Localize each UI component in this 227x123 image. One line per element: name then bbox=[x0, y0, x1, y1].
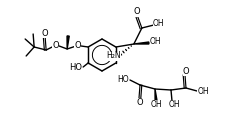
Polygon shape bbox=[133, 42, 148, 44]
Text: O: O bbox=[133, 8, 140, 16]
Text: OH: OH bbox=[150, 100, 161, 109]
Text: O: O bbox=[136, 99, 143, 108]
Text: H₂N: H₂N bbox=[106, 52, 121, 61]
Text: O: O bbox=[52, 41, 59, 50]
Text: HO: HO bbox=[117, 75, 128, 84]
Text: O: O bbox=[182, 67, 188, 76]
Text: O: O bbox=[42, 29, 48, 38]
Text: OH: OH bbox=[196, 87, 208, 97]
Polygon shape bbox=[67, 36, 69, 49]
Text: O: O bbox=[74, 41, 81, 51]
Text: OH: OH bbox=[149, 38, 161, 46]
Polygon shape bbox=[154, 89, 156, 100]
Text: HO: HO bbox=[68, 63, 81, 72]
Text: OH: OH bbox=[168, 100, 179, 109]
Text: OH: OH bbox=[152, 20, 164, 29]
